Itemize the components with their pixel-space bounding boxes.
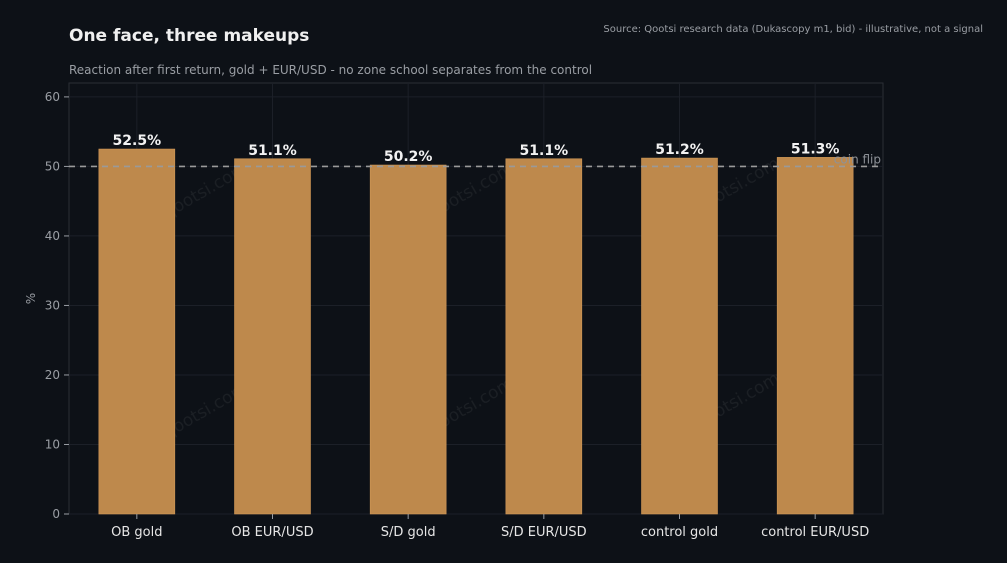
bar <box>776 157 854 515</box>
y-axis-label: % <box>24 293 38 304</box>
x-tick-label: control gold <box>641 525 718 540</box>
bar <box>98 148 176 515</box>
chart-title: One face, three makeups <box>69 26 310 46</box>
y-tick-label: 10 <box>45 437 60 451</box>
bar-value-label: 51.2% <box>655 142 704 158</box>
reference-line-label: coin flip <box>834 152 881 166</box>
bar <box>505 158 583 515</box>
bar <box>369 164 447 515</box>
bar-value-label: 50.2% <box>384 149 433 165</box>
plot-area <box>68 82 884 515</box>
y-tick-label: 50 <box>45 159 60 173</box>
x-tick-label: S/D EUR/USD <box>501 525 587 540</box>
source-note: Source: Qootsi research data (Dukascopy … <box>603 24 983 35</box>
y-tick-label: 60 <box>45 90 60 104</box>
x-tick-label: control EUR/USD <box>761 525 869 540</box>
x-tick-label: OB gold <box>111 525 162 540</box>
bar-value-label: 52.5% <box>113 133 162 149</box>
bar <box>234 158 311 515</box>
y-tick-label: 40 <box>45 229 60 243</box>
y-tick-label: 0 <box>52 507 60 521</box>
y-tick-label: 30 <box>45 298 60 312</box>
bar-value-label: 51.1% <box>520 143 569 159</box>
bar-value-label: 51.1% <box>248 143 297 159</box>
y-tick-label: 20 <box>45 368 60 382</box>
x-tick-label: OB EUR/USD <box>231 525 313 540</box>
bar <box>641 157 718 515</box>
chart-subtitle: Reaction after first return, gold + EUR/… <box>69 63 593 77</box>
x-tick-label: S/D gold <box>381 525 436 540</box>
bar-value-label: 51.3% <box>791 141 840 157</box>
